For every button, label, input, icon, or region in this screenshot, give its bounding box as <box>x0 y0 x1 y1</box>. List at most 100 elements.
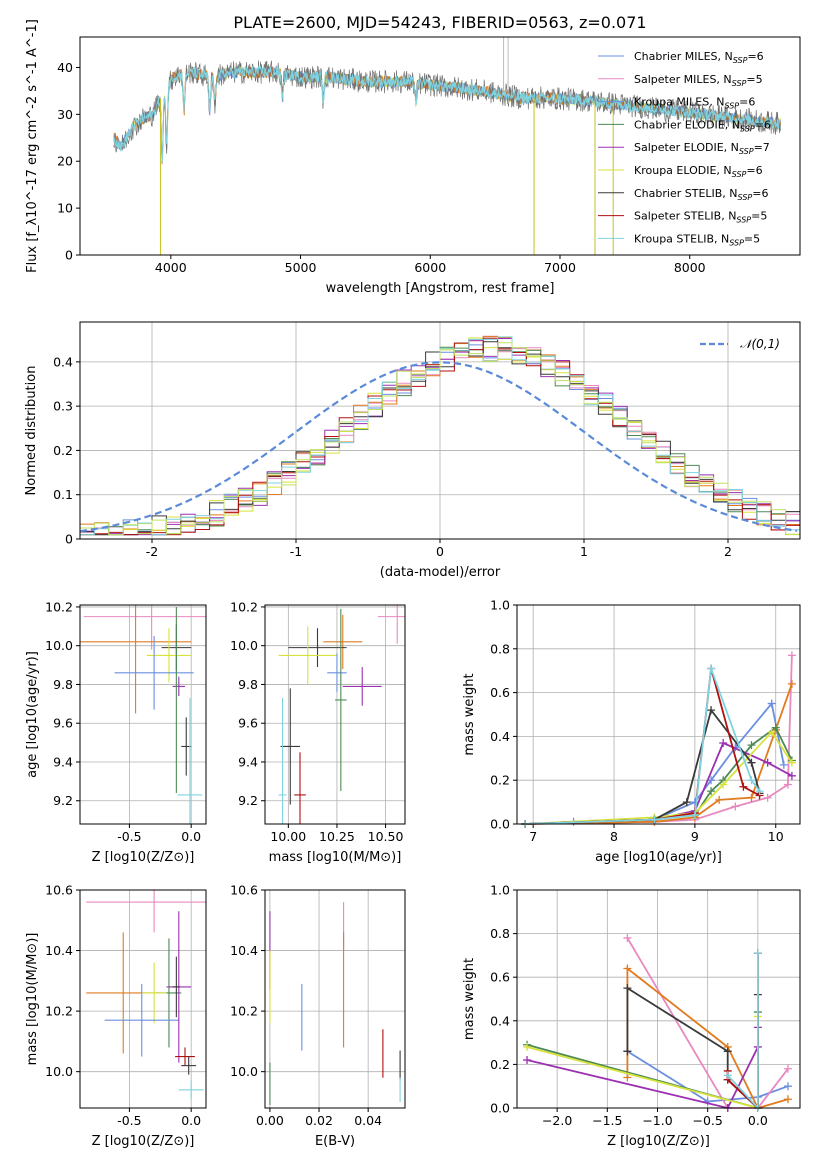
error-bar-chabrier_elodie <box>335 608 347 792</box>
y-axis-label: mass [log10(M/M⊙)] <box>25 933 40 1066</box>
y-tick-label: 9.6 <box>53 716 73 731</box>
x-tick-label: 9 <box>691 829 699 844</box>
x-tick-label: -0.5 <box>117 829 141 844</box>
series-line-chabrier_stelib <box>525 708 761 825</box>
y-tick-label: 9.2 <box>238 793 258 808</box>
x-tick-label: 7000 <box>544 260 576 275</box>
x-tick-label: −0.5 <box>692 1113 722 1128</box>
series-marker <box>623 964 632 973</box>
series-marker <box>690 798 699 807</box>
x-tick-label: 4000 <box>155 260 187 275</box>
series-marker <box>715 795 724 804</box>
x-axis-label: age [log10(age/yr)] <box>595 850 722 865</box>
y-tick-label: 10.0 <box>45 1064 73 1079</box>
series-marker <box>783 1064 792 1073</box>
figure-title: PLATE=2600, MJD=54243, FIBERID=0563, z=0… <box>233 13 646 32</box>
y-tick-label: 10.2 <box>230 599 258 614</box>
y-tick-label: 10.0 <box>45 638 73 653</box>
series-marker <box>623 933 632 942</box>
chart-panel-3: -0.5 0.0 9.2 9.4 9.6 9.8 10.0 10.2 Z [log10(Z/Z⊙… <box>25 599 207 865</box>
axes-frame <box>79 889 207 1109</box>
y-tick-label: 9.4 <box>238 754 258 769</box>
error-bar-chabrier_stelib <box>280 688 300 805</box>
series-marker <box>747 741 756 750</box>
series-marker <box>783 1082 792 1091</box>
y-tick-label: 0 <box>65 532 73 547</box>
series-line-kroupa_stelib <box>525 668 761 825</box>
legend-label: Kroupa ELODIE, NSSP=6 <box>634 164 763 179</box>
error-bar-kroupa_stelib <box>177 698 203 824</box>
series-marker <box>787 679 796 688</box>
x-tick-label: 0.02 <box>305 1113 333 1128</box>
axes-frame <box>516 604 801 825</box>
y-tick-label: 0.4 <box>53 354 73 369</box>
series-marker <box>747 776 756 785</box>
error-bar-chabrier_miles <box>104 983 179 1057</box>
error-bar-salpeter_stelib <box>175 1047 195 1066</box>
series-marker <box>719 780 728 789</box>
x-tick-label: 10.25 <box>319 829 355 844</box>
chart-panel-5: 7 8 9 10 0.0 0.2 0.4 0.6 0.8 1.0 age [log10(age/yr… <box>462 598 801 865</box>
chart-panel-2: -2 -1 0 1 2 0 0.1 0.2 0.3 0.4 (data-model)/error No… <box>24 321 801 580</box>
error-bar-kroupa_elodie <box>146 628 192 683</box>
y-tick-label: 10.2 <box>230 1004 258 1019</box>
x-tick-label: −1.5 <box>592 1113 622 1128</box>
chart-panel-8: −2.0 −1.5 −1.0 −0.5 0.0 0.0 0.2 0.4 0.6 0.8 1.0 Z [… <box>462 883 801 1149</box>
x-tick-label: 1 <box>580 544 588 559</box>
series-marker <box>650 815 659 824</box>
legend-label: Chabrier STELIB, NSSP=6 <box>634 187 768 202</box>
x-tick-label: 0 <box>436 544 444 559</box>
x-tick-label: −2.0 <box>542 1113 572 1128</box>
error-bar-orange <box>323 614 363 669</box>
axes-frame <box>516 889 801 1109</box>
y-tick-label: 10.0 <box>230 638 258 653</box>
series-marker <box>707 664 716 673</box>
series-marker <box>523 1056 532 1065</box>
series-marker <box>753 949 762 958</box>
series-marker <box>783 780 792 789</box>
x-tick-label: 0.0 <box>748 1113 768 1128</box>
y-axis-label: age [log10(age/yr)] <box>25 651 40 778</box>
series-marker <box>747 758 756 767</box>
error-bar-salpeter_stelib <box>294 752 306 824</box>
error-bar-kroupa_elodie <box>278 626 337 685</box>
y-tick-label: 9.2 <box>53 793 73 808</box>
y-tick-label: 20 <box>57 154 73 169</box>
y-tick-label: 10.2 <box>45 599 73 614</box>
axes-frame <box>79 36 801 256</box>
y-tick-label: 10.0 <box>230 1064 258 1079</box>
series-marker <box>523 1042 532 1051</box>
error-bar-chabrier_stelib <box>172 956 181 1018</box>
legend-label: Kroupa MILES, NSSP=6 <box>634 96 755 111</box>
series-marker <box>707 706 716 715</box>
x-tick-label: 7 <box>529 829 537 844</box>
series-marker <box>767 728 776 737</box>
x-tick-label: 0.0 <box>181 1113 201 1128</box>
x-tick-label: −1.0 <box>642 1113 672 1128</box>
x-axis-label: Z [log10(Z/Z⊙)] <box>607 1134 710 1149</box>
error-bar-kroupa_stelib <box>278 698 287 824</box>
y-tick-label: 9.6 <box>238 716 258 731</box>
y-tick-label: 0.2 <box>53 443 73 458</box>
y-tick-label: 1.0 <box>490 598 510 613</box>
error-bar-salpeter_miles <box>377 605 405 644</box>
x-tick-label: 10.50 <box>368 829 404 844</box>
series-marker <box>767 699 776 708</box>
y-tick-label: 0.6 <box>490 970 510 985</box>
series-marker <box>690 811 699 820</box>
series-marker <box>623 1073 632 1082</box>
normal-curve <box>80 361 798 533</box>
y-tick-label: 0.2 <box>490 773 510 788</box>
legend-label: Chabrier ELODIE, NSSP=6 <box>634 118 771 133</box>
series-marker <box>787 771 796 780</box>
y-tick-label: 0.0 <box>490 1101 510 1116</box>
x-tick-label: 0.0 <box>181 829 201 844</box>
error-bar-chabrier_miles <box>114 636 194 710</box>
x-tick-label: 0.04 <box>354 1113 382 1128</box>
error-bar-orange <box>80 605 192 714</box>
error-bar-salpeter_miles <box>83 605 206 650</box>
y-tick-label: 9.8 <box>53 677 73 692</box>
x-axis-label: Z [log10(Z/Z⊙)] <box>92 1134 195 1149</box>
error-bar-salpeter_elodie <box>172 676 185 697</box>
series-line-kroupa_elodie <box>525 730 793 825</box>
